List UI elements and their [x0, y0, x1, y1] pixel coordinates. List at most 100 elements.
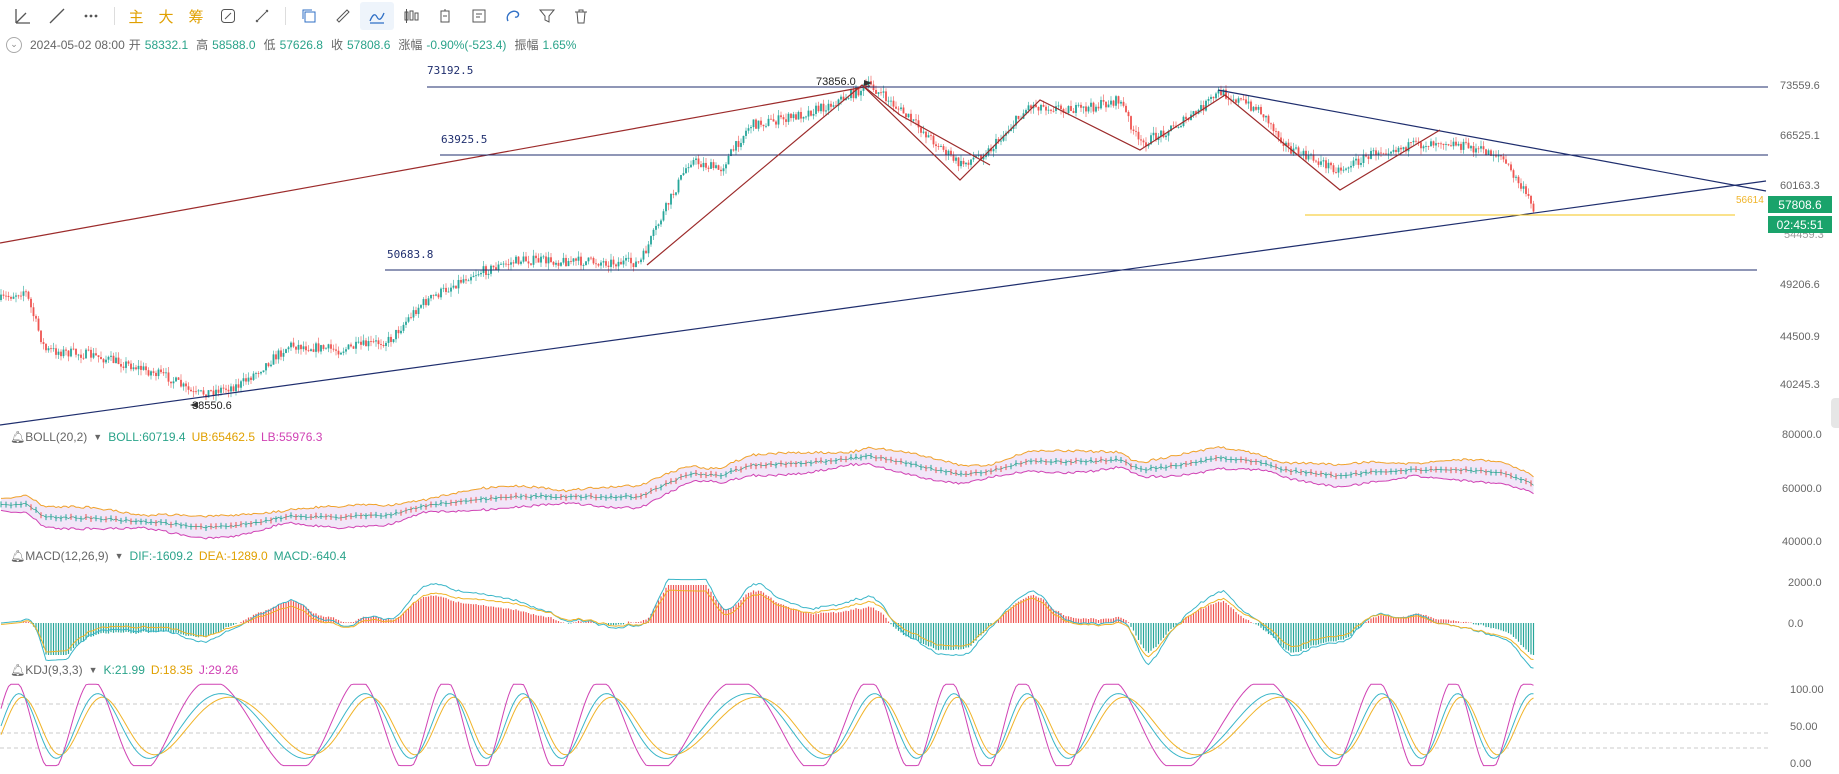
macd-name[interactable]: 🔔︎MACD(12,26,9) [10, 549, 109, 563]
candle-body [42, 342, 45, 344]
candle-body [357, 341, 360, 343]
candle-body [972, 157, 975, 160]
candle-body [767, 118, 770, 126]
candle-body [237, 384, 240, 388]
candle-body [825, 110, 827, 112]
main-indicator-button[interactable]: 主 [128, 8, 144, 26]
measure-icon[interactable] [245, 2, 279, 30]
candle-body [1332, 165, 1335, 173]
candle-body [137, 365, 140, 370]
candle-body [1400, 147, 1402, 150]
candle-body [760, 120, 762, 125]
candle-body [752, 119, 755, 128]
candle-body [412, 310, 415, 318]
kdj-dropdown-icon[interactable]: ▼ [88, 665, 98, 675]
boll-upper-line [0, 446, 1534, 518]
candle-body [847, 98, 850, 99]
candle-body [852, 89, 855, 99]
candle-body [1252, 106, 1255, 111]
candle-body [1030, 105, 1032, 109]
candle-body [337, 350, 340, 355]
candle-body [792, 114, 795, 119]
zigzag-pattern-line-2[interactable] [861, 84, 991, 166]
candle-body [1135, 130, 1137, 132]
upper-channel-line[interactable] [0, 85, 871, 244]
candle-body [275, 354, 277, 360]
candle-body [775, 121, 777, 125]
magnet-icon[interactable] [496, 2, 530, 30]
candlestick-icon[interactable] [394, 2, 428, 30]
candle-body [1325, 160, 1327, 169]
candle-body [1455, 141, 1457, 146]
candle-body [575, 258, 577, 261]
candle-body [1445, 144, 1447, 145]
candle-body [1272, 124, 1275, 132]
candle-body [1287, 142, 1290, 147]
candle-body [200, 390, 202, 392]
candle-body [985, 155, 987, 158]
candle-body [477, 274, 480, 276]
chips-button[interactable]: 筹 [188, 8, 204, 26]
side-panel-handle[interactable] [1831, 398, 1839, 428]
note-icon[interactable] [462, 2, 496, 30]
macd-dif-line [0, 578, 1534, 669]
candle-body [1040, 104, 1042, 111]
copy-icon[interactable] [292, 2, 326, 30]
candle-body [1082, 106, 1085, 108]
candle-body [1522, 186, 1525, 189]
candle-body [1017, 115, 1020, 119]
candle-body [470, 277, 472, 281]
candle-body [222, 387, 225, 389]
macd-dif-value: DIF:-1609.2 [129, 549, 193, 563]
candle-body [1245, 99, 1247, 104]
candle-body [1217, 90, 1220, 94]
candle-body [1472, 146, 1475, 153]
more-icon[interactable] [74, 2, 108, 30]
zigzag-pattern-line[interactable] [646, 84, 1441, 266]
boll-lower-line [0, 462, 1534, 540]
filter-icon[interactable] [530, 2, 564, 30]
candle-body [37, 318, 40, 331]
candle-body [1235, 99, 1237, 103]
lower-trend-line[interactable] [0, 180, 1767, 426]
candle-body [1357, 158, 1360, 165]
kdj-name[interactable]: 🔔︎KDJ(9,3,3) [10, 663, 83, 677]
candle-body [75, 348, 77, 355]
candle-body [602, 261, 605, 263]
candle-body [335, 349, 337, 351]
candle-body [1220, 90, 1222, 96]
candle-body [1180, 126, 1182, 128]
descending-trend-line[interactable] [1217, 89, 1767, 192]
ray-icon[interactable] [40, 2, 74, 30]
ohlc-info-bar: ⌄ 2024-05-02 08:00 开 58332.1 高 58588.0 低… [6, 36, 580, 53]
candle-body [762, 124, 765, 127]
ruler-icon[interactable] [326, 2, 360, 30]
candle-body [1350, 165, 1352, 168]
candle-body [87, 349, 90, 351]
candle-body [942, 146, 945, 150]
line-segment-icon[interactable] [6, 2, 40, 30]
candle-body [1010, 128, 1012, 132]
macd-dropdown-icon[interactable]: ▼ [114, 551, 124, 561]
candle-body [90, 349, 92, 358]
candle-body [12, 296, 15, 299]
candle-body [882, 91, 885, 93]
candle-body [722, 168, 725, 172]
candle-body [615, 264, 617, 267]
collapse-chevron-icon[interactable]: ⌄ [6, 36, 22, 53]
candle-body [1530, 195, 1532, 204]
candle-body [195, 391, 197, 393]
boll-dropdown-icon[interactable]: ▼ [93, 432, 103, 442]
delete-bar-icon[interactable] [428, 2, 462, 30]
candle-body [327, 344, 330, 349]
candle-body [925, 131, 927, 138]
annotation-icon[interactable] [211, 2, 245, 30]
candle-body [1207, 99, 1210, 101]
candle-body [1475, 148, 1477, 153]
boll-name[interactable]: 🔔︎BOLL(20,2) [10, 430, 88, 444]
draw-icon[interactable] [360, 2, 394, 30]
candle-body [1117, 96, 1120, 104]
trash-icon[interactable] [564, 2, 598, 30]
big-order-button[interactable]: 大 [158, 8, 174, 26]
